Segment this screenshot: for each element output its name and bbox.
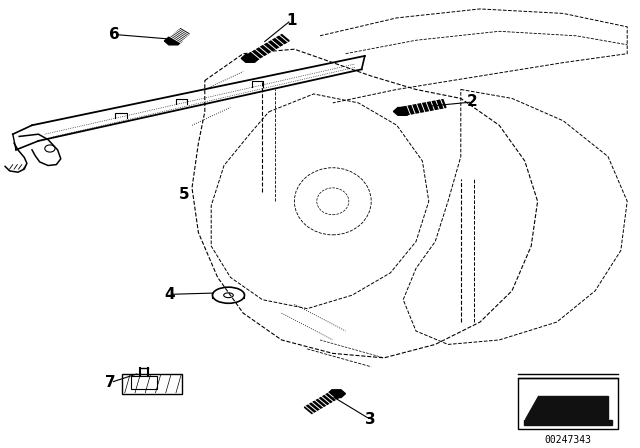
- Polygon shape: [164, 37, 182, 45]
- Polygon shape: [241, 55, 259, 62]
- Text: 00247343: 00247343: [545, 435, 591, 445]
- Text: 4: 4: [164, 287, 175, 302]
- Polygon shape: [169, 29, 189, 43]
- Text: 3: 3: [365, 412, 375, 426]
- Text: 5: 5: [179, 187, 189, 202]
- Text: 1: 1: [286, 13, 296, 28]
- Polygon shape: [524, 420, 612, 425]
- Polygon shape: [401, 99, 446, 115]
- Bar: [131, 376, 157, 389]
- Polygon shape: [328, 390, 346, 397]
- Polygon shape: [246, 34, 289, 61]
- Bar: [122, 374, 182, 394]
- Bar: [518, 378, 618, 430]
- Polygon shape: [525, 396, 608, 419]
- Text: 2: 2: [467, 95, 477, 109]
- Polygon shape: [305, 391, 340, 414]
- Text: 7: 7: [106, 375, 116, 390]
- Polygon shape: [394, 108, 412, 115]
- Text: 6: 6: [109, 27, 119, 42]
